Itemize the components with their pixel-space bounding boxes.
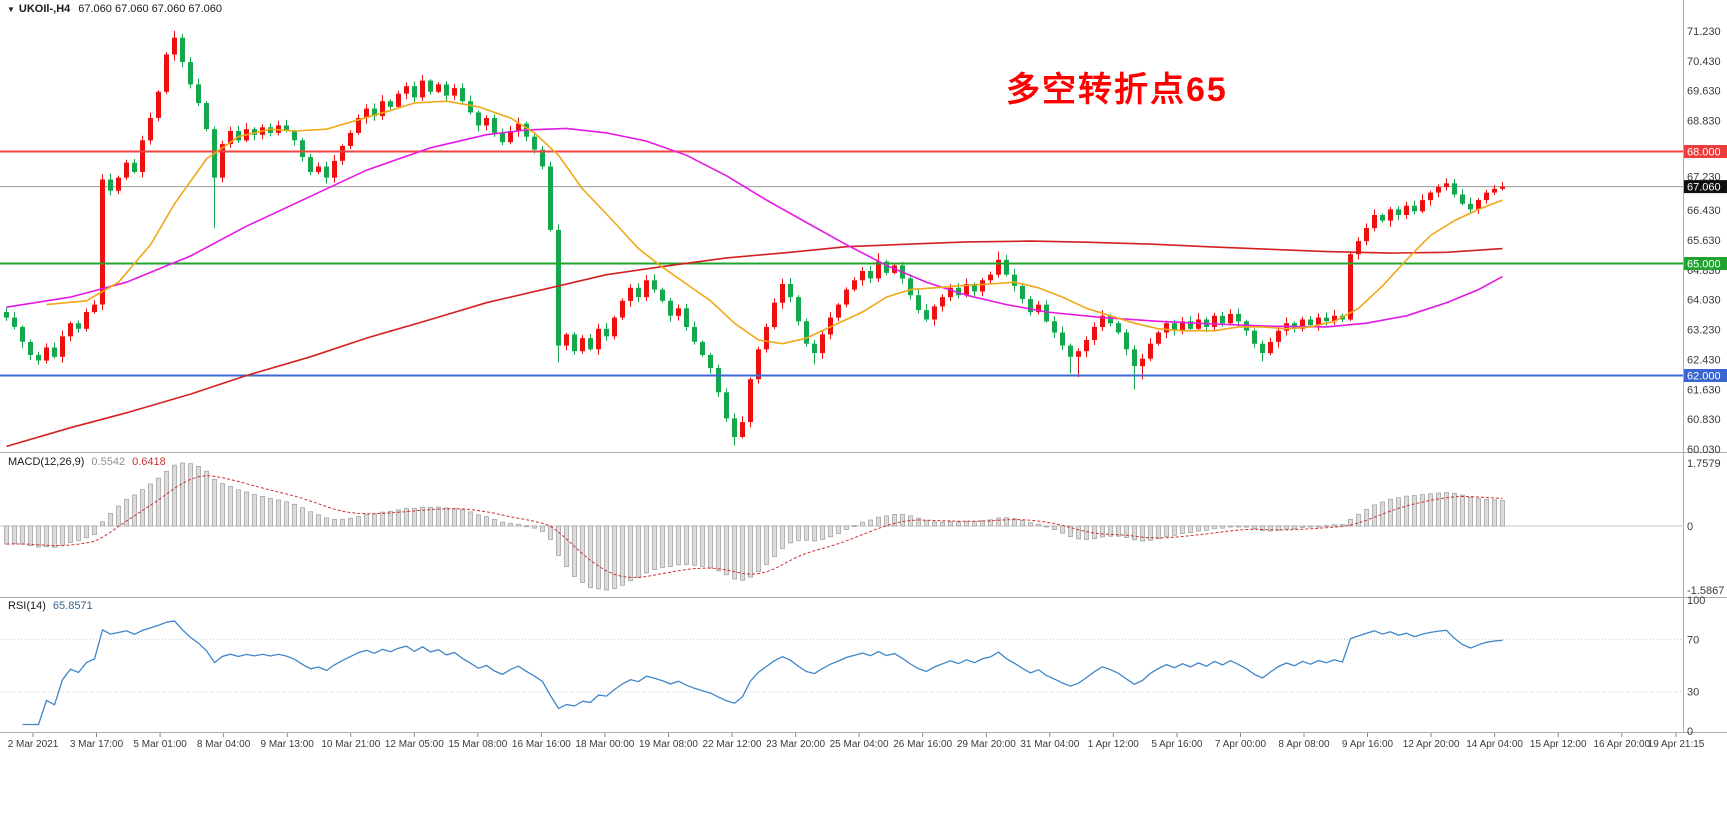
svg-text:14 Apr 04:00: 14 Apr 04:00 [1466,739,1523,750]
svg-text:29 Mar 20:00: 29 Mar 20:00 [957,739,1016,750]
svg-text:23 Mar 20:00: 23 Mar 20:00 [766,739,825,750]
one-click-panel-toggle-icon[interactable]: ▼ [7,5,15,14]
svg-text:71.230: 71.230 [1687,26,1721,38]
chart-annotation: 多空转折点65 [1006,71,1228,109]
svg-text:70: 70 [1687,634,1699,646]
time-axis[interactable] [0,733,1683,749]
svg-text:65.630: 65.630 [1687,235,1721,247]
svg-text:60.030: 60.030 [1687,444,1721,456]
svg-text:0: 0 [1687,521,1693,533]
rsi-value: 65.8571 [52,600,93,612]
svg-text:16 Apr 20:00: 16 Apr 20:00 [1593,739,1650,750]
svg-text:68.830: 68.830 [1687,116,1721,128]
svg-text:62.000: 62.000 [1687,371,1721,383]
svg-text:1 Apr 12:00: 1 Apr 12:00 [1088,739,1140,750]
svg-text:18 Mar 00:00: 18 Mar 00:00 [575,739,634,750]
rsi-indicator-label: RSI(14) 65.8571 [8,600,93,612]
svg-text:30: 30 [1687,687,1699,699]
svg-text:68.000: 68.000 [1687,147,1721,159]
svg-text:25 Mar 04:00: 25 Mar 04:00 [830,739,889,750]
svg-text:19 Apr 21:15: 19 Apr 21:15 [1648,739,1705,750]
svg-text:12 Mar 05:00: 12 Mar 05:00 [385,739,444,750]
svg-text:62.430: 62.430 [1687,354,1721,366]
svg-text:5 Mar 01:00: 5 Mar 01:00 [133,739,187,750]
svg-text:64.030: 64.030 [1687,295,1721,307]
svg-text:31 Mar 04:00: 31 Mar 04:00 [1020,739,1079,750]
svg-text:9 Mar 13:00: 9 Mar 13:00 [261,739,315,750]
svg-text:16 Mar 16:00: 16 Mar 16:00 [512,739,571,750]
svg-text:5 Apr 16:00: 5 Apr 16:00 [1151,739,1203,750]
svg-text:67.060: 67.060 [1687,182,1721,194]
symbol-info-bar: ▼ UKOIl-,H4 67.060 67.060 67.060 67.060 [7,3,222,15]
ohlc-values: 67.060 67.060 67.060 67.060 [78,3,223,15]
svg-text:61.630: 61.630 [1687,384,1721,396]
svg-text:3 Mar 17:00: 3 Mar 17:00 [70,739,124,750]
svg-text:69.630: 69.630 [1687,86,1721,98]
svg-text:8 Mar 04:00: 8 Mar 04:00 [197,739,251,750]
svg-text:66.430: 66.430 [1687,205,1721,217]
svg-text:1.7579: 1.7579 [1687,458,1721,470]
svg-text:70.430: 70.430 [1687,56,1721,68]
macd-main-value: 0.5542 [91,456,126,468]
svg-text:-1.5867: -1.5867 [1687,585,1724,597]
svg-text:9 Apr 16:00: 9 Apr 16:00 [1342,739,1394,750]
svg-text:12 Apr 20:00: 12 Apr 20:00 [1403,739,1460,750]
macd-signal-value: 0.6418 [132,456,166,468]
svg-text:65.000: 65.000 [1687,259,1721,271]
price-axis[interactable] [1684,0,1727,732]
svg-text:7 Apr 00:00: 7 Apr 00:00 [1215,739,1267,750]
macd-indicator-label: MACD(12,26,9) 0.5542 0.6418 [8,456,166,468]
macd-name: MACD(12,26,9) [8,456,85,468]
symbol-timeframe-label: UKOIl-,H4 [18,3,71,15]
svg-text:15 Mar 08:00: 15 Mar 08:00 [448,739,507,750]
svg-text:8 Apr 08:00: 8 Apr 08:00 [1278,739,1330,750]
rsi-name: RSI(14) [8,600,46,612]
svg-text:2 Mar 2021: 2 Mar 2021 [8,739,59,750]
svg-text:26 Mar 16:00: 26 Mar 16:00 [893,739,952,750]
svg-text:22 Mar 12:00: 22 Mar 12:00 [703,739,762,750]
svg-text:15 Apr 12:00: 15 Apr 12:00 [1530,739,1587,750]
svg-text:19 Mar 08:00: 19 Mar 08:00 [639,739,698,750]
svg-text:100: 100 [1687,595,1705,607]
svg-text:63.230: 63.230 [1687,325,1721,337]
svg-text:10 Mar 21:00: 10 Mar 21:00 [321,739,380,750]
svg-text:60.830: 60.830 [1687,414,1721,426]
svg-text:0: 0 [1687,726,1693,738]
